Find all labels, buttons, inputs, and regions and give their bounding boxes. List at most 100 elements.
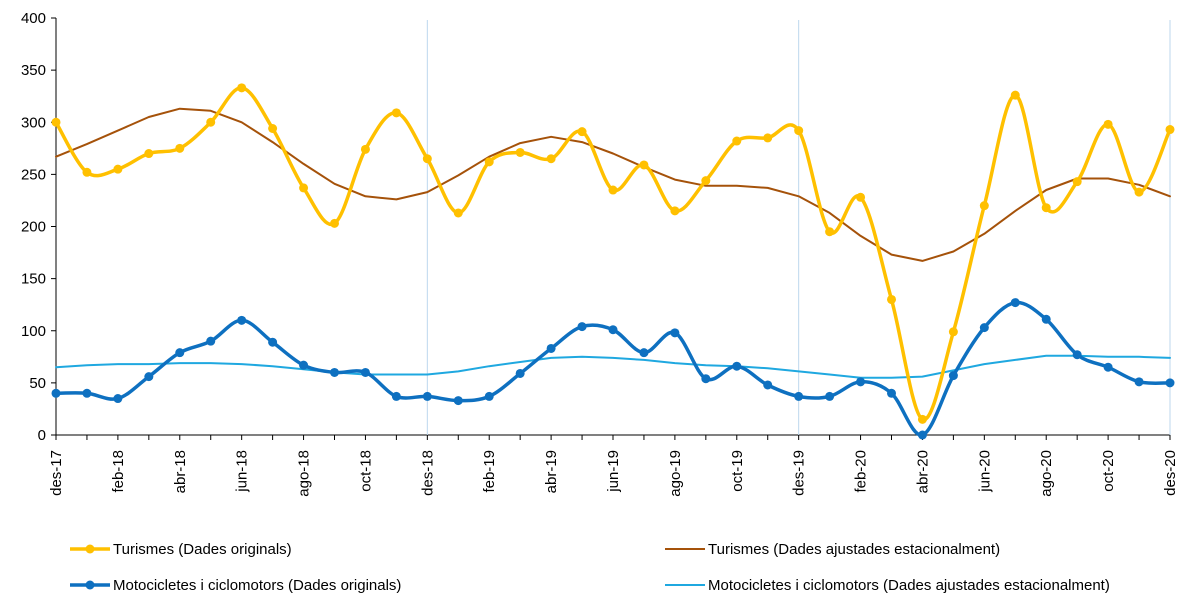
legend-marker: [85, 580, 95, 590]
y-tick-label: 0: [38, 427, 46, 444]
y-tick-label: 400: [21, 10, 46, 27]
data-point: [639, 160, 649, 170]
data-point: [979, 323, 989, 333]
legend-label: Turismes (Dades originals): [113, 541, 292, 558]
x-tick-label: abr-18: [172, 450, 189, 493]
legend-item: Motocicletes i ciclomotors (Dades origin…: [70, 577, 401, 594]
data-point: [794, 391, 804, 401]
series-line-2: [54, 300, 1172, 437]
x-tick-label: jun-18: [234, 450, 251, 493]
data-point: [422, 391, 432, 401]
data-point: [206, 336, 216, 346]
y-tick-label: 250: [21, 166, 46, 183]
data-point: [701, 176, 711, 186]
x-tick-label: feb-18: [110, 450, 127, 493]
data-point: [82, 167, 92, 177]
data-point: [887, 294, 896, 304]
data-point: [1010, 298, 1020, 308]
legend-label: Motocicletes i ciclomotors (Dades origin…: [113, 577, 401, 594]
series-line-3: [55, 354, 1171, 379]
data-point: [144, 149, 154, 159]
y-tick-label: 300: [21, 114, 46, 131]
data-point: [546, 154, 556, 164]
legend: Turismes (Dades originals) Turismes (Dade…: [70, 541, 1110, 594]
legend-item: Turismes (Dades ajustades estacionalment…: [665, 541, 1000, 558]
data-point: [794, 126, 804, 136]
y-tick-label: 50: [29, 375, 46, 392]
data-point: [299, 183, 309, 193]
data-point: [82, 388, 92, 398]
data-point: [979, 201, 989, 211]
data-point: [144, 372, 154, 382]
data-point: [453, 208, 463, 218]
x-tick-label: des-17: [48, 450, 65, 496]
data-point: [763, 380, 773, 390]
data-point: [237, 315, 247, 325]
data-point: [546, 343, 556, 353]
data-point: [175, 348, 185, 358]
data-point: [732, 136, 742, 146]
data-point: [732, 361, 742, 371]
data-point: [1041, 203, 1051, 213]
data-point: [360, 144, 370, 154]
y-tick-label: 200: [21, 219, 46, 236]
x-tick-label: ago-18: [296, 450, 313, 497]
x-tick-label: feb-19: [481, 450, 498, 493]
y-tick-label: 100: [21, 323, 46, 340]
data-point: [113, 394, 123, 404]
data-point: [763, 133, 773, 143]
data-point: [484, 157, 494, 167]
data-point: [1134, 377, 1144, 387]
y-axis: 0 50 100 150 200 250 300 350 400: [21, 10, 57, 444]
series-lines: [54, 86, 1172, 437]
data-point: [948, 327, 958, 337]
data-point: [1103, 362, 1113, 372]
data-point: [917, 430, 927, 440]
data-point: [391, 391, 401, 401]
series-line-1: [55, 107, 1171, 262]
data-point: [515, 368, 525, 378]
data-point: [1072, 350, 1082, 360]
x-tick-label: jun-19: [605, 450, 622, 493]
data-point: [856, 192, 866, 202]
series-markers: [51, 83, 1175, 440]
data-point: [1103, 119, 1113, 129]
x-tick-label: jun-20: [976, 450, 993, 493]
data-point: [887, 388, 896, 398]
y-tick-label: 350: [21, 62, 46, 79]
data-point: [206, 117, 216, 127]
data-point: [577, 127, 587, 137]
x-tick-label: ago-19: [667, 450, 684, 497]
x-tick-label: oct-20: [1100, 450, 1117, 492]
x-tick-label: des-19: [791, 450, 808, 496]
data-point: [1010, 90, 1020, 100]
data-point: [515, 147, 525, 157]
data-point: [1134, 187, 1144, 197]
legend-marker: [85, 544, 95, 554]
data-point: [237, 83, 247, 93]
data-point: [856, 377, 866, 387]
data-point: [670, 328, 680, 338]
data-point: [330, 367, 339, 377]
legend-item: Motocicletes i ciclomotors (Dades ajusta…: [665, 577, 1110, 594]
series-line-0: [54, 86, 1172, 422]
data-point: [175, 143, 185, 153]
legend-label: Motocicletes i ciclomotors (Dades ajusta…: [708, 577, 1110, 594]
data-point: [268, 337, 278, 347]
data-point: [391, 108, 401, 118]
data-point: [51, 117, 61, 127]
x-tick-label: oct-18: [357, 450, 374, 492]
data-point: [639, 348, 649, 358]
x-axis: des-17 feb-18 abr-18 jun-18 ago-18 oct-18 des-…: [48, 434, 1179, 497]
data-point: [422, 154, 432, 164]
data-point: [51, 388, 61, 398]
data-point: [268, 124, 278, 134]
data-point: [330, 218, 339, 228]
x-tick-label: abr-19: [543, 450, 560, 493]
y-tick-label: 150: [21, 271, 46, 288]
data-point: [608, 185, 618, 195]
data-point: [670, 206, 680, 216]
legend-label: Turismes (Dades ajustades estacionalment…: [708, 541, 1000, 558]
x-tick-label: abr-20: [914, 450, 931, 493]
data-point: [825, 227, 835, 237]
